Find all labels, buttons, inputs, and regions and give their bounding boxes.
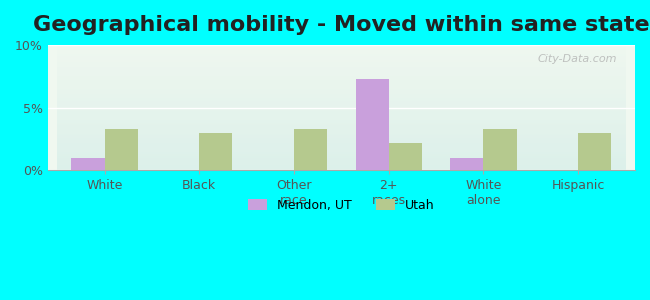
Bar [105, 129, 138, 170]
Bar [450, 158, 484, 170]
Bar [578, 133, 611, 170]
Bar [484, 129, 517, 170]
Bar [389, 143, 422, 170]
Bar [200, 133, 233, 170]
Bar [72, 158, 105, 170]
Text: City-Data.com: City-Data.com [538, 54, 617, 64]
Title: Geographical mobility - Moved within same state: Geographical mobility - Moved within sam… [33, 15, 650, 35]
Bar [356, 79, 389, 170]
Legend: Mendon, UT, Utah: Mendon, UT, Utah [243, 194, 440, 217]
Bar [294, 129, 327, 170]
